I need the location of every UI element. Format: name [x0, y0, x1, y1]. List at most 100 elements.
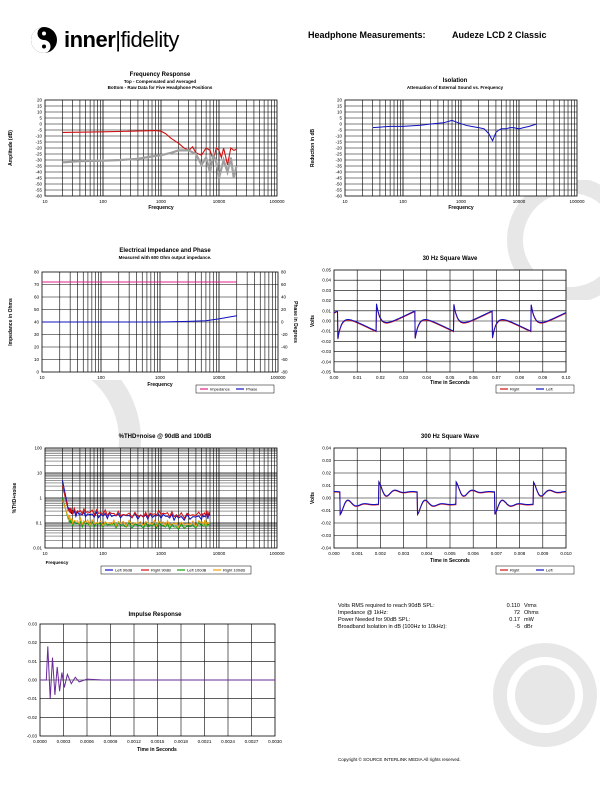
y-tick-label: 10 [37, 110, 43, 115]
x-tick-label: 100000 [569, 199, 585, 204]
y-tick-label: -0.04 [321, 546, 332, 551]
x-tick-label: 0.0027 [245, 739, 259, 744]
legend-label: Left [546, 387, 554, 392]
spec-value: 72 [513, 610, 520, 616]
y-tick-label: 20 [337, 98, 343, 103]
legend-label: Right 100dB [223, 568, 245, 573]
x-tick-label: 0.00 [330, 375, 339, 380]
y-tick-label: -40 [35, 170, 42, 175]
spec-row: Impedance @ 1kHz: 72 Ohms [338, 610, 558, 617]
isolation-chart: 10 100 1000 10000 10000020151050-5-10-15-20-… [310, 98, 585, 212]
x-tick-label: 1000 [156, 199, 167, 204]
series-line-green [62, 497, 211, 531]
spec-label: Broadband Isolation in dB (100Hz to 10kH… [338, 624, 447, 630]
sq300-title: 300 Hz Square Wave [420, 434, 480, 440]
x-tick-label: 10 [42, 199, 48, 204]
x-tick-label: 0.010 [560, 551, 572, 556]
y-tick-label: -40 [335, 170, 342, 175]
y2-tick-label: -20 [281, 332, 288, 337]
legend-box [195, 384, 275, 394]
y-tick-label: 1 [39, 496, 42, 501]
y2-tick-label: -60 [281, 357, 288, 362]
x-tick-label: 10000 [513, 199, 526, 204]
logo-sep: | [115, 27, 121, 52]
x-tick-label: 0.08 [515, 375, 524, 380]
legend-box [495, 384, 575, 394]
y-tick-label: -50 [35, 182, 42, 187]
y-tick-label: 10 [337, 110, 343, 115]
y-tick-label: 0.00 [322, 496, 331, 501]
y-tick-label: -0.02 [321, 339, 332, 344]
y-tick-label: 60 [34, 295, 40, 300]
legend-label: Left [546, 568, 554, 573]
y-tick-label: -30 [335, 158, 342, 163]
y-tick-label: 5 [39, 116, 42, 121]
square-wave-300hz-chart: 0.000 0.001 0.002 0.003 0.004 0.005 0.006 0.007… [310, 446, 575, 575]
spec-unit: dBr [524, 624, 533, 630]
spec-table: Volts RMS required to reach 90dB SPL: 0.1… [338, 603, 558, 631]
x-tick-label: 0.04 [422, 375, 431, 380]
y-tick-label: -0.04 [321, 359, 332, 364]
spec-value: -5 [515, 624, 520, 630]
y-tick-label: 80 [34, 270, 40, 275]
sq30-title: 30 Hz Square Wave [422, 256, 478, 262]
legend-label: Impedance [210, 387, 231, 392]
x-tick-label: 100 [97, 375, 105, 380]
y-tick-label: 0.02 [322, 298, 331, 303]
x-tick-label: 10 [42, 551, 48, 556]
y2-tick-label: -80 [281, 370, 288, 375]
x-tick-label: 0.10 [562, 375, 571, 380]
logo-bold: inner [64, 27, 116, 52]
y-tick-label: 70 [34, 282, 40, 287]
x-tick-label: 10000 [213, 199, 226, 204]
y-axis-label: Reduction in dB [310, 128, 316, 167]
series-line-right [333, 304, 567, 340]
freq-subtitle2: Bottom - Raw Data for Five Headphone Pos… [107, 84, 213, 90]
y-tick-label: 5 [339, 116, 342, 121]
y-axis-label: Volts [310, 492, 316, 504]
y-tick-label: -15 [335, 140, 342, 145]
iso-title: Isolation [442, 78, 468, 84]
x-tick-label: 0.0000 [33, 739, 47, 744]
legend-label: Right [510, 387, 520, 392]
headphone-model: Audeze LCD 2 Classic [452, 30, 547, 40]
y-tick-label: 0 [339, 122, 342, 127]
y-tick-label: -55 [335, 188, 342, 193]
x-tick-label: 1000 [156, 551, 167, 556]
legend-label: Right [510, 568, 520, 573]
spec-row: Volts RMS required to reach 90dB SPL: 0.1… [338, 603, 558, 610]
watermark-right-bottom [493, 643, 597, 747]
freq-title: Frequency Response [129, 72, 191, 78]
y-tick-label: 10 [34, 357, 40, 362]
watermark-left [91, 380, 141, 500]
x-tick-label: 0.004 [421, 551, 433, 556]
y2-tick-label: 80 [281, 270, 287, 275]
x-tick-label: 0.0021 [198, 739, 212, 744]
freq-subtitle1: Top - Compensated and Averaged [123, 79, 197, 84]
x-tick-label: 0.005 [444, 551, 456, 556]
copyright: Copyright © SOURCE INTERLINK MEDIA All r… [338, 757, 461, 762]
legend-label: Left 100dB [187, 568, 207, 573]
y-tick-label: -50 [335, 182, 342, 187]
y-tick-label: -0.01 [321, 508, 332, 513]
series-line-blue [42, 315, 237, 323]
x-tick-label: 0.0030 [268, 739, 282, 744]
y-tick-label: 0.02 [322, 471, 331, 476]
x-tick-label: 100000 [270, 375, 286, 380]
x-axis-label: Time in Seconds [430, 380, 470, 386]
x-tick-label: 0.008 [514, 551, 526, 556]
y-tick-label: 10 [37, 471, 43, 476]
yin-yang-icon [31, 27, 57, 53]
x-tick-label: 10000 [213, 375, 226, 380]
y-tick-label: -55 [35, 188, 42, 193]
y-tick-label: -0.05 [321, 370, 332, 375]
spec-row: Broadband Isolation in dB (100Hz to 10kH… [338, 624, 558, 631]
impulse-title: Impulse Response [128, 612, 182, 618]
spec-label: Impedance @ 1kHz: [338, 610, 388, 616]
y-tick-label: -5 [338, 128, 342, 133]
series-line-red [62, 485, 211, 520]
y-tick-label: 0.01 [28, 659, 37, 664]
x-tick-label: 100000 [269, 551, 285, 556]
y-tick-label: -25 [335, 152, 342, 157]
y-tick-label: 0.01 [322, 483, 331, 488]
